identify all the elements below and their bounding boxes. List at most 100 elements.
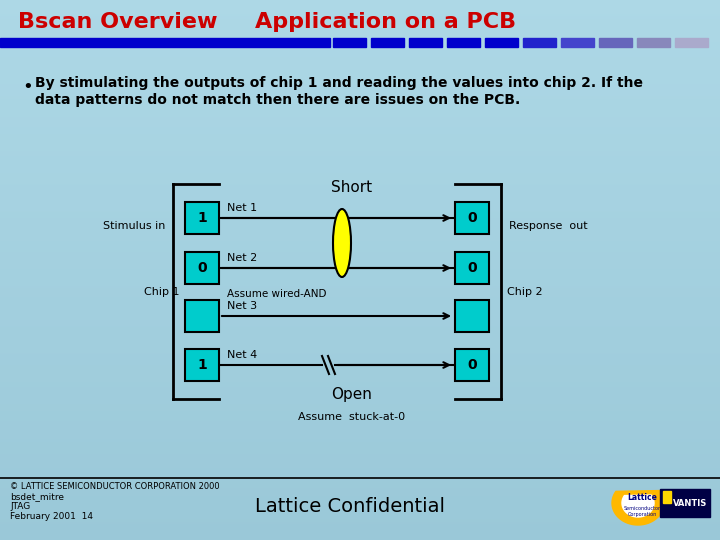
Bar — [0, 175, 720, 176]
Bar — [0, 250, 720, 251]
Bar — [0, 481, 720, 482]
Bar — [0, 427, 720, 428]
Bar — [0, 231, 720, 232]
Bar — [0, 205, 720, 206]
Bar — [0, 451, 720, 452]
Bar — [455, 349, 489, 381]
Bar — [0, 211, 720, 212]
Bar — [0, 234, 720, 235]
Bar — [0, 10, 720, 11]
Bar — [0, 508, 720, 509]
Bar — [0, 511, 720, 512]
Bar — [0, 47, 720, 48]
Bar — [0, 512, 720, 513]
Bar — [0, 389, 720, 390]
Bar — [0, 394, 720, 395]
Bar — [0, 381, 720, 382]
Bar — [0, 200, 720, 201]
Bar — [0, 274, 720, 275]
Bar — [0, 20, 720, 21]
Bar — [0, 384, 720, 385]
Bar — [0, 213, 720, 214]
Bar — [0, 534, 720, 535]
Bar — [0, 361, 720, 362]
Bar — [0, 499, 720, 500]
Bar — [0, 442, 720, 443]
Bar — [0, 155, 720, 156]
Bar — [0, 210, 720, 211]
Bar — [0, 367, 720, 368]
Bar — [0, 207, 720, 208]
Bar — [0, 447, 720, 448]
Bar — [0, 266, 720, 267]
Bar — [0, 85, 720, 86]
Bar — [0, 128, 720, 129]
Bar — [0, 470, 720, 471]
Bar — [0, 265, 720, 266]
Bar — [0, 272, 720, 273]
Bar — [0, 72, 720, 73]
Bar — [0, 79, 720, 80]
Bar — [0, 26, 720, 27]
Bar — [0, 482, 720, 483]
Bar — [0, 339, 720, 340]
Bar — [0, 474, 720, 475]
Bar — [0, 252, 720, 253]
Bar — [0, 490, 720, 491]
Bar — [0, 119, 720, 120]
Bar — [0, 228, 720, 229]
Bar — [0, 346, 720, 347]
Bar — [0, 463, 720, 464]
Bar — [0, 480, 720, 481]
Bar — [0, 435, 720, 436]
Text: Assume wired-AND: Assume wired-AND — [227, 289, 326, 299]
Bar — [0, 392, 720, 393]
Bar — [0, 12, 720, 13]
Bar — [0, 15, 720, 16]
Bar — [409, 38, 442, 47]
Bar — [0, 290, 720, 291]
Bar — [0, 342, 720, 343]
Ellipse shape — [333, 209, 351, 277]
Text: Chip 1: Chip 1 — [145, 287, 180, 297]
Bar — [0, 51, 720, 52]
Bar — [0, 56, 720, 57]
Text: Bscan Overview: Bscan Overview — [18, 12, 217, 32]
Bar — [0, 502, 720, 503]
Bar — [0, 333, 720, 334]
Bar — [0, 364, 720, 365]
Bar — [0, 312, 720, 313]
Bar — [0, 485, 720, 486]
Bar — [0, 303, 720, 304]
Bar — [0, 212, 720, 213]
Bar — [0, 398, 720, 399]
Bar — [0, 89, 720, 90]
Bar — [0, 501, 720, 502]
Bar — [0, 145, 720, 146]
Bar — [0, 281, 720, 282]
Bar — [0, 2, 720, 3]
Bar — [0, 84, 720, 85]
Bar — [0, 27, 720, 28]
Bar — [0, 420, 720, 421]
Text: JTAG: JTAG — [10, 502, 30, 511]
Bar — [0, 214, 720, 215]
Bar — [0, 61, 720, 62]
Polygon shape — [612, 490, 664, 525]
Bar — [0, 81, 720, 82]
Bar — [0, 115, 720, 116]
Bar — [0, 57, 720, 58]
Bar — [0, 31, 720, 32]
Bar — [0, 86, 720, 87]
Bar — [0, 295, 720, 296]
Bar — [0, 41, 720, 42]
Text: Lattice Confidential: Lattice Confidential — [255, 496, 445, 516]
Bar — [0, 351, 720, 352]
Bar — [0, 327, 720, 328]
Bar — [0, 66, 720, 67]
Bar — [0, 53, 720, 54]
Bar — [0, 21, 720, 22]
Bar — [0, 269, 720, 270]
Bar — [0, 107, 720, 108]
Bar — [0, 156, 720, 157]
